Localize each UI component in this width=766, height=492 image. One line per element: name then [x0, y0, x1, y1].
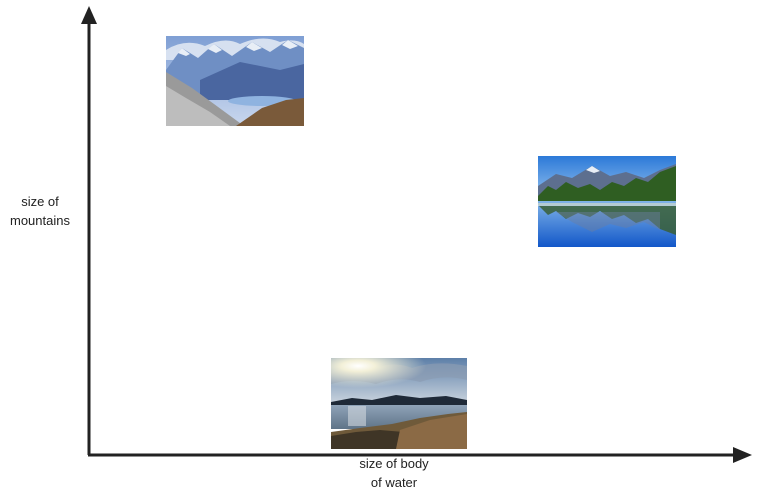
x-axis-arrowhead: [733, 447, 752, 463]
sunset-lake-photo: [331, 358, 467, 449]
y-axis-label: size of mountains: [0, 192, 80, 230]
y-axis-label-line-2: mountains: [10, 213, 70, 228]
x-axis: [88, 447, 752, 463]
y-axis-label-line-1: size of: [21, 194, 59, 209]
y-axis: [81, 6, 97, 455]
alpine-valley-lake-photo: [166, 36, 304, 126]
y-axis-arrowhead: [81, 6, 97, 24]
x-axis-label-line-2: of water: [370, 475, 418, 490]
x-axis-label: size of body of water: [334, 454, 454, 492]
x-axis-label-line-1: size of body: [359, 456, 429, 471]
mountain-reflection-lake-photo: [538, 156, 676, 247]
